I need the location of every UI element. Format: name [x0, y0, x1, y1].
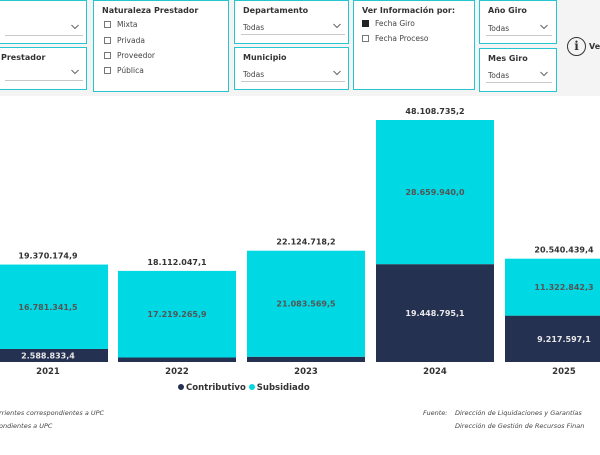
- data-label-contributivo-2025: 9.217.597,1: [537, 335, 591, 344]
- departamento-dropdown[interactable]: Todas: [241, 20, 345, 35]
- option-fecha-proceso[interactable]: Fecha Proceso: [362, 34, 429, 43]
- option-label: Fecha Giro: [375, 19, 415, 28]
- naturaleza-option-proveedor[interactable]: Proveedor: [104, 51, 155, 60]
- data-label-subsidiado-2025: 11.322.842,3: [534, 283, 593, 292]
- bar-contributivo-2023: [247, 356, 365, 362]
- bar-subsidiado-2024: [376, 120, 494, 265]
- ver-informacion-filter: Ver Información por: Fecha Giro Fecha Pr…: [353, 0, 475, 90]
- data-label-subsidiado-2023: 21.083.569,5: [276, 300, 336, 309]
- anio-giro-title: Año Giro: [488, 6, 527, 15]
- total-label-2023: 22.124.718,2: [276, 238, 335, 247]
- chevron-down-icon[interactable]: [333, 23, 341, 29]
- top-left-dropdown-box[interactable]: [0, 0, 87, 44]
- legend-dot-subsidiado: [248, 384, 255, 390]
- legend-item-contributivo[interactable]: Contributivo: [178, 383, 246, 393]
- top-left-dropdown[interactable]: [5, 21, 83, 36]
- anio-giro-filter[interactable]: Año Giro Todas: [479, 0, 557, 44]
- x-tick-label-2022: 2022: [165, 367, 189, 377]
- data-label-subsidiado-2021: 16.781.341,5: [18, 303, 78, 312]
- bar-contributivo-2021: [0, 348, 108, 362]
- data-label-contributivo-2024: 19.448.795,1: [405, 309, 465, 318]
- checkbox-checked[interactable]: [362, 20, 369, 27]
- departamento-filter[interactable]: Departamento Todas: [234, 0, 349, 44]
- bar-subsidiado-2022: [118, 270, 236, 358]
- chevron-down-icon[interactable]: [540, 24, 548, 30]
- naturaleza-option-privada[interactable]: Privada: [104, 36, 145, 45]
- checkbox[interactable]: [104, 21, 111, 28]
- bar-contributivo-2024: [376, 264, 494, 362]
- fuente-line-1: Dirección de Liquidaciones y Garantías: [455, 409, 582, 417]
- x-tick-label-2021: 2021: [36, 367, 60, 377]
- naturaleza-option-mixta[interactable]: Mixta: [104, 20, 138, 29]
- municipio-filter[interactable]: Municipio Todas: [234, 47, 349, 90]
- naturaleza-prestador-filter: Naturaleza Prestador Mixta Privada Prove…: [93, 0, 229, 92]
- anio-giro-dropdown[interactable]: Todas: [486, 21, 552, 36]
- municipio-value: Todas: [243, 70, 265, 79]
- municipio-title: Municipio: [243, 53, 287, 62]
- mes-giro-filter[interactable]: Mes Giro Todas: [479, 48, 557, 92]
- x-tick-label-2023: 2023: [294, 367, 318, 377]
- data-label-contributivo-2021: 2.588.833,4: [21, 351, 75, 360]
- bar-subsidiado-2023: [247, 250, 365, 357]
- mes-giro-title: Mes Giro: [488, 54, 528, 63]
- checkbox[interactable]: [104, 52, 111, 59]
- mes-giro-dropdown[interactable]: Todas: [486, 68, 552, 83]
- x-tick-label-2024: 2024: [423, 367, 447, 377]
- legend-dot-contributivo: [178, 384, 184, 390]
- checkbox[interactable]: [104, 37, 111, 44]
- bar-subsidiado-2025: [505, 258, 600, 316]
- checkbox[interactable]: [362, 35, 369, 42]
- checkbox[interactable]: [104, 67, 111, 74]
- info-button[interactable]: i Ve: [567, 37, 600, 57]
- legend-label-contributivo: Contributivo: [186, 383, 246, 393]
- fuente-label: Fuente:: [423, 409, 448, 417]
- stacked-bar-chart: 16.781.341,5 2.588.833,4 19.370.174,9 2021 1…: [0, 107, 600, 377]
- total-label-2021: 19.370.174,9: [18, 252, 78, 261]
- option-label: Mixta: [117, 20, 138, 29]
- x-tick-label-2025: 2025: [552, 367, 576, 377]
- mes-giro-value: Todas: [488, 71, 510, 80]
- naturaleza-prestador-title: Naturaleza Prestador: [102, 6, 199, 15]
- option-label: Fecha Proceso: [375, 34, 429, 43]
- chevron-down-icon[interactable]: [333, 70, 341, 76]
- chart-legend: Contributivo Subsidiado: [178, 383, 310, 393]
- anio-giro-value: Todas: [488, 24, 510, 33]
- prestador-filter[interactable]: Prestador: [0, 47, 87, 90]
- total-label-2025: 20.540.439,4: [534, 246, 594, 255]
- chevron-down-icon[interactable]: [540, 71, 548, 77]
- footnote-left-1: rrientes correspondientes a UPC: [0, 409, 105, 417]
- departamento-value: Todas: [243, 23, 265, 32]
- option-label: Privada: [117, 36, 145, 45]
- info-icon[interactable]: i: [567, 37, 586, 56]
- data-label-subsidiado-2024: 28.659.940,0: [405, 188, 465, 197]
- fuente-line-2: Dirección de Gestión de Recursos Finan: [455, 422, 585, 430]
- option-fecha-giro[interactable]: Fecha Giro: [362, 19, 415, 28]
- info-button-label: Ve: [589, 42, 600, 51]
- prestador-title: Prestador: [1, 53, 46, 62]
- chevron-down-icon[interactable]: [71, 24, 79, 30]
- legend-label-subsidiado: Subsidiado: [256, 383, 310, 393]
- legend-item-subsidiado[interactable]: Subsidiado: [248, 383, 310, 393]
- option-label: Pública: [117, 66, 144, 75]
- prestador-dropdown[interactable]: [5, 66, 83, 81]
- bar-contributivo-2022: [118, 357, 236, 362]
- bar-subsidiado-2021: [0, 264, 108, 349]
- data-label-subsidiado-2022: 17.219.265,9: [147, 310, 207, 319]
- bar-contributivo-2025: [505, 315, 600, 362]
- filter-panel: Prestador Naturaleza Prestador Mixta Pri…: [0, 0, 600, 96]
- total-label-2022: 18.112.047,1: [147, 258, 207, 267]
- chevron-down-icon[interactable]: [71, 69, 79, 75]
- footnote-left-2: ondientes a UPC: [0, 422, 53, 430]
- ver-informacion-title: Ver Información por:: [362, 6, 456, 15]
- municipio-dropdown[interactable]: Todas: [241, 67, 345, 82]
- option-label: Proveedor: [117, 51, 155, 60]
- departamento-title: Departamento: [243, 6, 309, 15]
- total-label-2024: 48.108.735,2: [405, 107, 464, 116]
- naturaleza-option-publica[interactable]: Pública: [104, 66, 144, 75]
